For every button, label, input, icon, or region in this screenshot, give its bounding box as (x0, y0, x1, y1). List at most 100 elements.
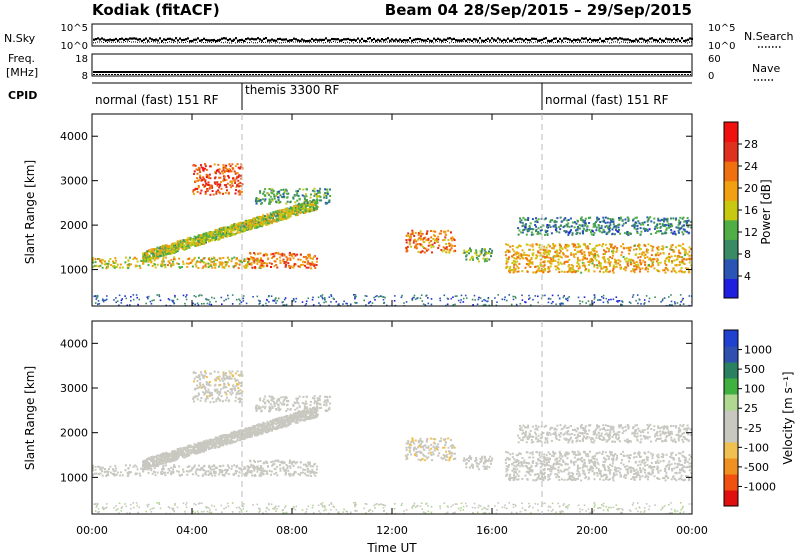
power-cell (160, 246, 163, 249)
velocity-cell (92, 469, 94, 472)
power-cell (157, 257, 160, 260)
power-cell (558, 271, 561, 274)
power-cell (471, 298, 474, 301)
power-cell (345, 302, 347, 305)
power-cell (612, 268, 615, 270)
power-cell (672, 249, 675, 252)
power-cell (147, 260, 150, 263)
power-cell (567, 222, 570, 225)
power-cell (480, 251, 483, 254)
nsky-point (337, 38, 339, 41)
power-cell (210, 187, 212, 190)
power-cell (670, 300, 673, 303)
nsearch-point (539, 41, 540, 43)
power-cell (363, 299, 365, 302)
velocity-cell (95, 472, 98, 475)
power-cell (656, 257, 659, 260)
nsky-point (97, 37, 99, 40)
power-cell (289, 206, 292, 209)
power-cell (565, 260, 568, 263)
power-cell (600, 224, 603, 227)
nsearch-point (337, 41, 338, 43)
nsky-point (461, 39, 463, 42)
nsky-point (305, 40, 307, 43)
power-cell (613, 258, 616, 261)
power-cell (592, 253, 595, 256)
nsky-point (537, 39, 539, 42)
power-cell (532, 228, 535, 231)
power-cell (413, 235, 416, 237)
power-cell (546, 224, 549, 226)
power-cell (277, 297, 280, 300)
power-cell (646, 251, 649, 254)
nsearch-point (243, 42, 244, 44)
power-cell (325, 195, 328, 197)
power-cell (537, 218, 540, 221)
power-cell (650, 254, 653, 257)
nsearch-point (177, 42, 178, 44)
power-cell (465, 258, 468, 261)
power-cell (259, 216, 262, 219)
power-cell (580, 216, 583, 219)
power-cell (355, 295, 357, 298)
nsearch-point (477, 41, 478, 43)
power-cell (181, 266, 183, 268)
velocity-cell (186, 466, 189, 468)
nsearch-point (131, 41, 132, 43)
velocity-cell (205, 470, 208, 473)
velocity-cell (234, 472, 237, 475)
power-cell (558, 226, 561, 229)
nsky-point (453, 37, 455, 40)
power-cell (566, 225, 569, 228)
power-cell (211, 190, 214, 192)
power-cell (543, 261, 546, 264)
power-cell (191, 265, 194, 268)
power-cell (580, 271, 583, 274)
power-cell (517, 233, 520, 236)
power-cell (659, 219, 662, 222)
power-cell (210, 235, 213, 238)
velocity-cell (150, 469, 153, 472)
nsearch-point (455, 41, 456, 43)
power-cell (188, 246, 191, 249)
power-cell (668, 260, 671, 263)
power-cell (544, 269, 547, 272)
nsky-point (541, 38, 543, 41)
velocity-cell (238, 471, 241, 474)
power-cell (235, 172, 238, 175)
power-cell (270, 216, 272, 219)
power-cell (303, 195, 306, 198)
power-cell (307, 253, 310, 256)
power-cell (382, 296, 385, 298)
power-cell (298, 188, 301, 191)
power-cell (662, 246, 665, 249)
power-cell (185, 296, 187, 298)
power-cell (638, 246, 641, 249)
power-cell (544, 294, 546, 297)
power-cell (237, 228, 240, 231)
power-cell (208, 173, 211, 176)
power-cell (304, 255, 307, 258)
power-cell (471, 256, 474, 259)
power-cell (626, 263, 629, 266)
power-cell (271, 222, 274, 225)
power-cell (207, 299, 210, 301)
power-cell (517, 254, 520, 257)
velocity-cell (244, 472, 247, 475)
power-cell (589, 303, 591, 306)
power-cell (127, 259, 130, 262)
power-cell (645, 229, 648, 231)
power-cell (542, 294, 544, 297)
power-cell (558, 243, 561, 246)
power-cell (643, 243, 646, 246)
nsearch-point (561, 42, 562, 44)
power-cell (302, 256, 305, 258)
nsearch-point (299, 41, 300, 43)
power-cell (208, 303, 211, 305)
nsky-point (245, 38, 247, 41)
nsearch-point (517, 41, 518, 43)
power-cell (177, 245, 180, 248)
velocity-cell (214, 472, 217, 474)
power-cell (310, 203, 313, 206)
power-cell (582, 232, 584, 235)
